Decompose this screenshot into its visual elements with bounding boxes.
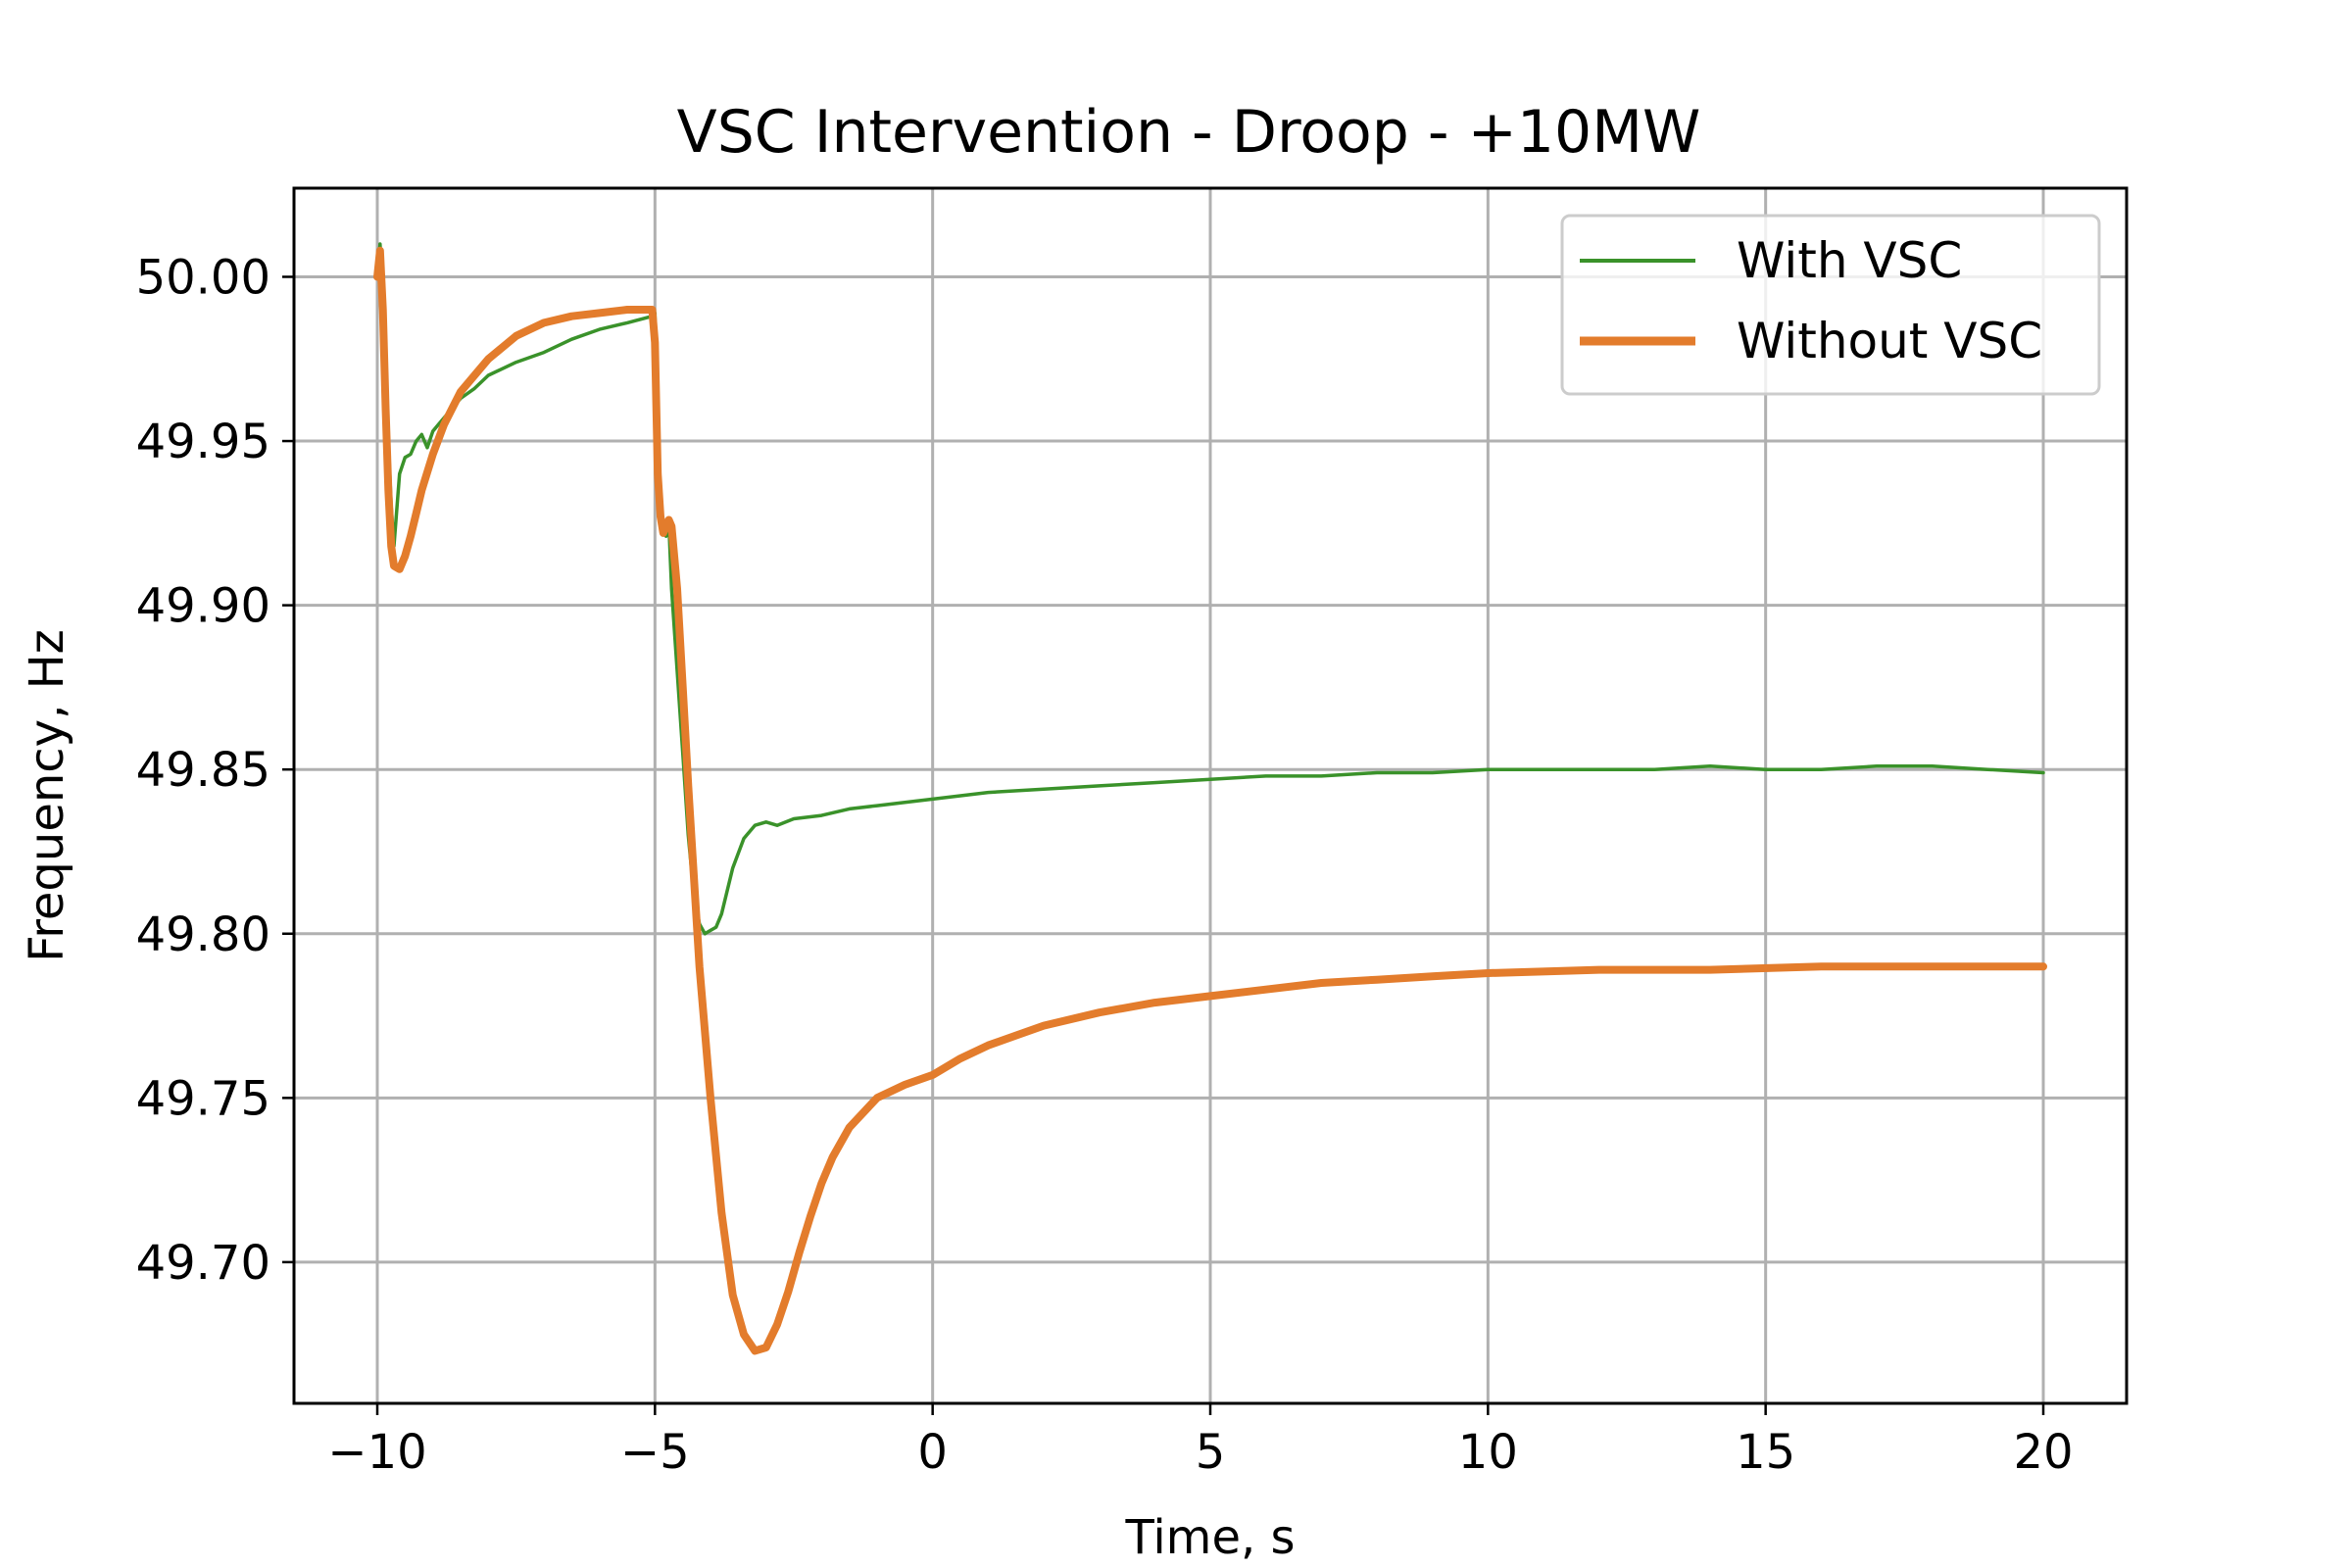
y-tick-label: 49.85: [136, 743, 270, 798]
x-tick-label: 0: [917, 1425, 948, 1480]
x-tick-label: 5: [1196, 1425, 1226, 1480]
x-tick-label: −10: [327, 1425, 426, 1480]
y-axis-label: Frequency, Hz: [20, 629, 74, 962]
x-tick-label: 20: [2013, 1425, 2073, 1480]
series-line-without-vsc: [373, 246, 2047, 1355]
legend-label-without-vsc: Without VSC: [1737, 313, 2042, 369]
y-tick-label: 49.95: [136, 415, 270, 469]
legend-label-with-vsc: With VSC: [1737, 232, 1962, 289]
x-tick-label: −5: [620, 1425, 690, 1480]
x-axis-label: Time, s: [1125, 1510, 1296, 1565]
x-tick-label: 10: [1458, 1425, 1518, 1480]
y-axis: 49.70 49.75 49.80 49.85 49.90 49.95 50.00: [136, 250, 294, 1291]
y-tick-label: 49.90: [136, 579, 270, 634]
chart-title: VSC Intervention - Droop - +10MW: [677, 98, 1701, 167]
x-axis: −10 −5 0 5 10 15 20: [327, 1403, 2074, 1480]
y-tick-label: 49.75: [136, 1071, 270, 1126]
x-tick-label: 15: [1736, 1425, 1795, 1480]
legend: With VSC Without VSC: [1560, 214, 2101, 396]
y-tick-label: 50.00: [136, 250, 270, 305]
series-layer: [373, 242, 2047, 1355]
legend-box: [1560, 214, 2101, 396]
y-tick-label: 49.70: [136, 1236, 270, 1291]
y-tick-label: 49.80: [136, 907, 270, 962]
